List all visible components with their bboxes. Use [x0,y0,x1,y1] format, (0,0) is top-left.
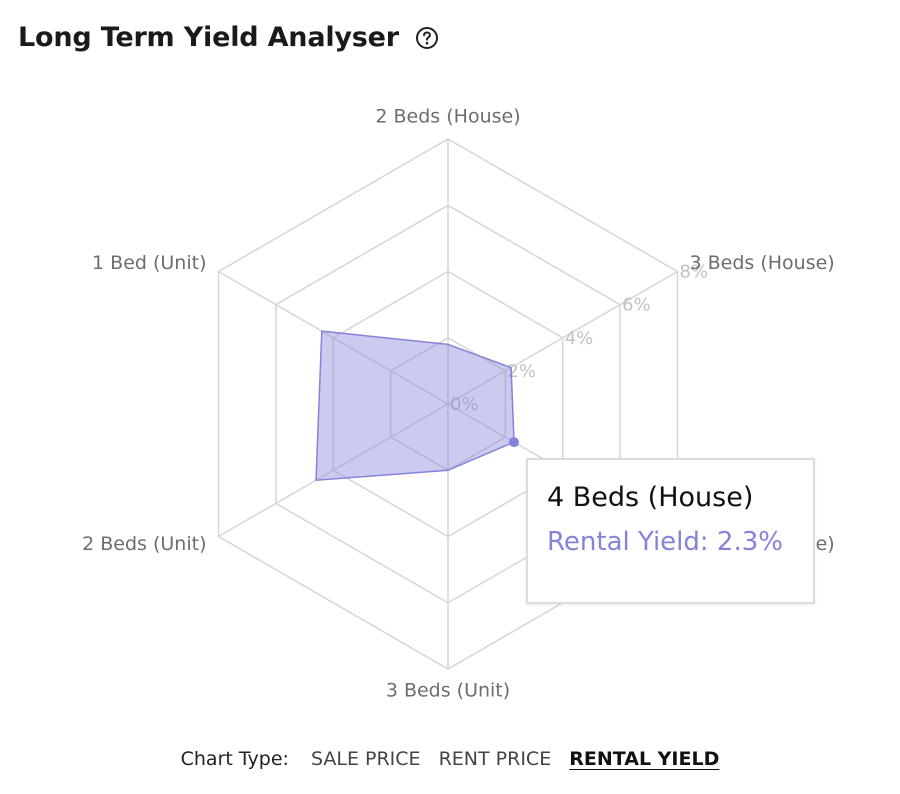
axis-label-4: 3 Beds (Unit) [386,680,510,702]
grid-spoke-6 [218,270,449,405]
tooltip-value: Rental Yield: 2.3% [547,527,783,557]
tick-label-2pct: 2% [507,361,536,382]
axis-label-2: 3 Beds (House) [690,252,835,274]
grid-spoke-5 [218,403,449,538]
chart-header: Long Term Yield Analyser [18,22,439,53]
axis-label-5: 2 Beds (Unit) [82,533,206,555]
chart-type-label: Chart Type: [180,748,289,770]
tick-label-0pct: 0% [450,394,479,415]
grid-spoke-2 [447,270,678,405]
radar-chart: 0% 2% 4% 6% 8% 2 Beds (House) 3 Beds (House) 4 … [82,106,835,702]
chart-type-rent-price[interactable]: RENT PRICE [438,748,552,770]
chart-type-selector: Chart Type: SALE PRICE RENT PRICE RENTAL… [0,748,900,770]
series-area [315,330,515,482]
chart-type-sale-price[interactable]: SALE PRICE [310,748,421,770]
tick-label-6pct: 6% [622,295,651,316]
tooltip-title: 4 Beds (House) [547,482,754,513]
page-title: Long Term Yield Analyser [18,22,399,53]
help-circle-icon[interactable] [415,26,439,50]
tick-label-8pct: 8% [680,262,709,283]
chart-type-rental-yield[interactable]: RENTAL YIELD [569,748,720,770]
chart-tooltip: 4 Beds (House) Rental Yield: 2.3% [526,458,815,604]
tick-label-4pct: 4% [565,328,594,349]
data-point-3 [509,437,519,448]
axis-label-1: 2 Beds (House) [375,106,520,128]
axis-label-6: 1 Bed (Unit) [92,252,206,274]
